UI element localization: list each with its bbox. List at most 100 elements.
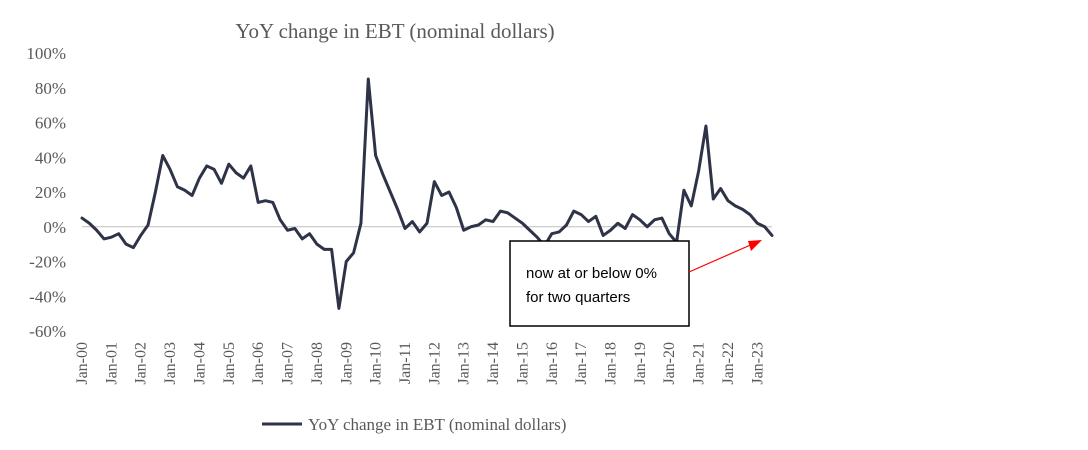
data-point — [191, 194, 194, 197]
data-point — [345, 260, 348, 263]
data-point — [470, 225, 473, 228]
data-point — [506, 211, 509, 214]
data-point — [609, 229, 612, 232]
annotation-arrowhead — [748, 240, 762, 251]
data-point — [616, 222, 619, 225]
data-point — [139, 234, 142, 237]
series-line — [80, 77, 774, 310]
data-point — [587, 220, 590, 223]
data-point — [572, 210, 575, 213]
data-point — [117, 232, 120, 235]
data-point — [550, 232, 553, 235]
data-point — [536, 236, 539, 239]
data-point — [110, 236, 113, 239]
data-point — [293, 227, 296, 230]
data-point — [660, 217, 663, 220]
data-point — [389, 191, 392, 194]
data-point — [330, 248, 333, 251]
y-tick-label: 40% — [35, 148, 66, 167]
data-point — [411, 220, 414, 223]
data-point — [492, 220, 495, 223]
data-point — [220, 182, 223, 185]
data-point — [624, 227, 627, 230]
data-point — [499, 210, 502, 213]
data-point — [169, 168, 172, 171]
x-tick-label: Jan-18 — [603, 342, 620, 385]
data-point — [712, 197, 715, 200]
data-point — [594, 215, 597, 218]
data-point — [337, 307, 340, 310]
x-tick-label: Jan-11 — [397, 342, 414, 384]
data-point — [646, 225, 649, 228]
x-tick-label: Jan-20 — [661, 342, 678, 385]
data-point — [734, 204, 737, 207]
data-point — [213, 168, 216, 171]
x-tick-label: Jan-09 — [338, 342, 355, 385]
y-tick-label: -60% — [29, 322, 66, 341]
x-tick-label: Jan-08 — [309, 342, 326, 385]
data-point — [132, 246, 135, 249]
y-axis: 100% 80% 60% 40% 20% 0% -20% -40% -60% — [26, 44, 66, 341]
y-tick-label: 0% — [43, 218, 66, 237]
data-point — [95, 229, 98, 232]
data-point — [286, 229, 289, 232]
data-point — [161, 154, 164, 157]
x-tick-label: Jan-07 — [280, 342, 297, 385]
annotation-arrow — [688, 242, 756, 273]
data-point — [81, 217, 84, 220]
x-tick-label: Jan-12 — [426, 342, 443, 385]
data-point — [440, 194, 443, 197]
data-point — [176, 185, 179, 188]
data-point — [249, 164, 252, 167]
annotation-box — [509, 240, 690, 327]
data-point — [367, 78, 370, 81]
data-point — [704, 124, 707, 127]
data-point — [741, 208, 744, 211]
data-point — [359, 222, 362, 225]
x-tick-label: Jan-14 — [485, 342, 502, 385]
legend: YoY change in EBT (nominal dollars) — [262, 415, 566, 434]
data-point — [653, 218, 656, 221]
y-tick-label: 20% — [35, 183, 66, 202]
annotation-line-2: for two quarters — [526, 289, 630, 306]
data-point — [264, 199, 267, 202]
y-tick-label: 80% — [35, 79, 66, 98]
data-point — [748, 213, 751, 216]
data-point — [315, 243, 318, 246]
annotation: now at or below 0% for two quarters — [509, 240, 762, 327]
legend-label: YoY change in EBT (nominal dollars) — [308, 415, 566, 434]
x-tick-label: Jan-22 — [720, 342, 737, 385]
data-point — [374, 154, 377, 157]
x-tick-label: Jan-06 — [250, 342, 267, 385]
x-tick-label: Jan-01 — [103, 342, 120, 385]
data-point — [528, 229, 531, 232]
data-point — [271, 201, 274, 204]
x-tick-label: Jan-21 — [691, 342, 708, 385]
data-point — [198, 177, 201, 180]
y-tick-label: 60% — [35, 114, 66, 133]
data-point — [514, 217, 517, 220]
data-point — [183, 189, 186, 192]
data-point — [462, 229, 465, 232]
annotation-line-1: now at or below 0% — [526, 265, 657, 282]
data-point — [521, 222, 524, 225]
data-point — [682, 189, 685, 192]
x-tick-label: Jan-13 — [456, 342, 473, 385]
data-point — [719, 187, 722, 190]
x-axis: Jan-00 Jan-01 Jan-02 Jan-03 Jan-04 Jan-05 Jan-… — [74, 342, 766, 385]
x-tick-label: Jan-00 — [74, 342, 91, 385]
data-point — [558, 230, 561, 233]
data-point — [323, 248, 326, 251]
x-tick-label: Jan-02 — [133, 342, 150, 385]
data-point — [455, 206, 458, 209]
data-point — [426, 222, 429, 225]
data-point — [242, 177, 245, 180]
data-point — [418, 230, 421, 233]
y-tick-label: -20% — [29, 253, 66, 272]
data-point — [154, 191, 157, 194]
x-tick-label: Jan-03 — [162, 342, 179, 385]
data-point — [690, 204, 693, 207]
data-point — [756, 222, 759, 225]
data-point — [381, 173, 384, 176]
